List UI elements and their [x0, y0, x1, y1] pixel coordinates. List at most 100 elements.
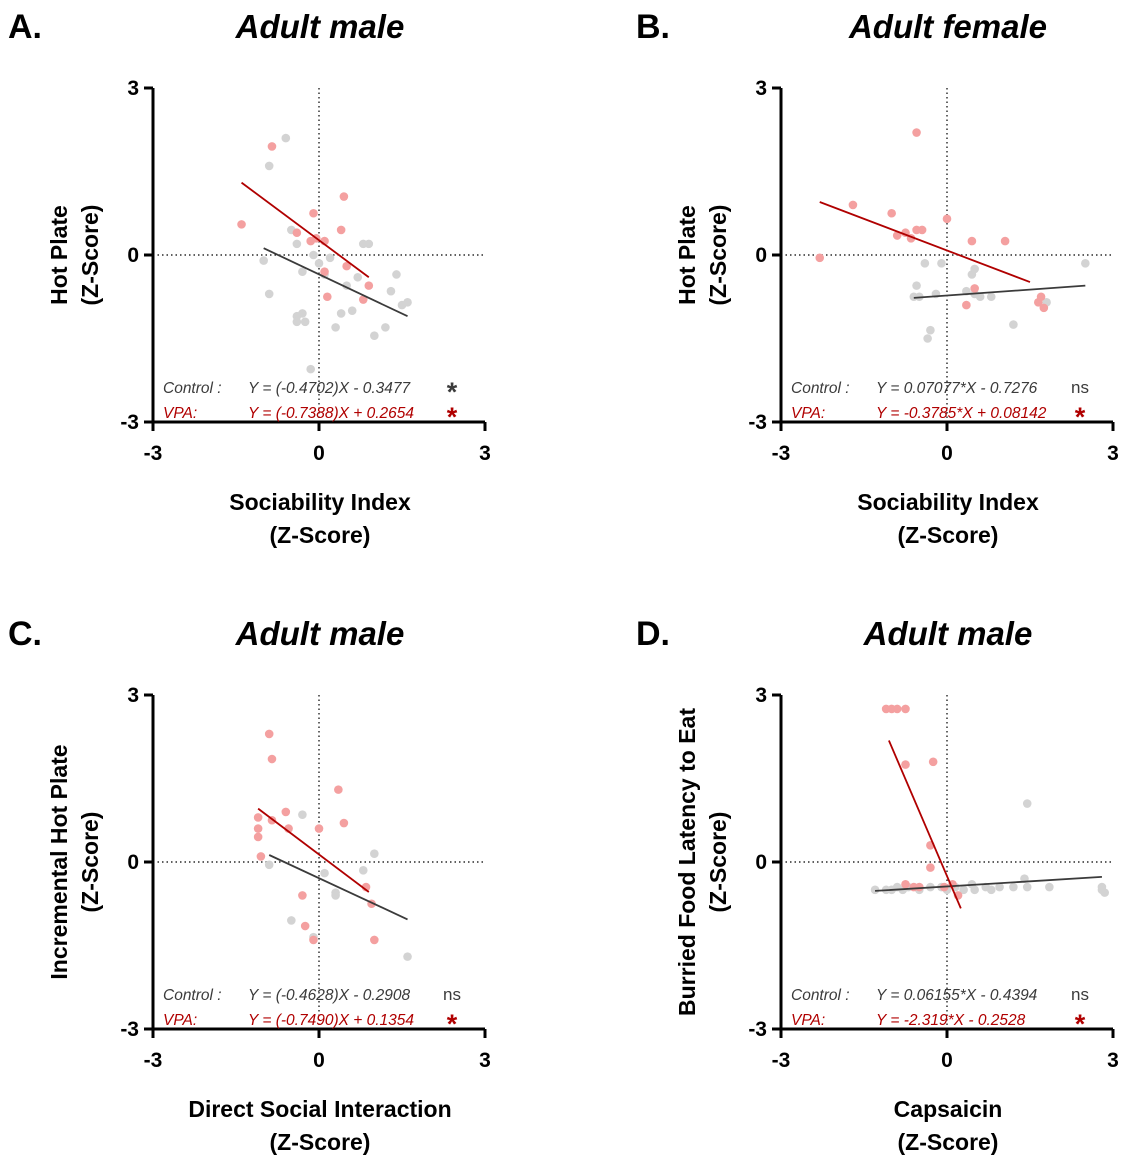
control-point [1022, 799, 1032, 808]
control-significance-marker: * [447, 377, 458, 407]
vpa-regression-line [257, 807, 370, 893]
vpa-significance-marker: * [1075, 1009, 1086, 1039]
y-tick-label: 3 [755, 77, 767, 100]
control-point [986, 292, 996, 302]
control-point [986, 885, 996, 895]
vpa-annotation-label: VPA: [791, 1012, 825, 1029]
control-point [336, 309, 346, 318]
vpa-point [892, 704, 902, 714]
control-point [1100, 888, 1109, 897]
vpa-point [917, 225, 927, 235]
vpa-point [264, 729, 274, 739]
control-point [370, 849, 379, 858]
control-point [264, 289, 274, 299]
x-axis-label: (Z-Score) [898, 522, 999, 548]
control-annotation-label: Control : [791, 380, 850, 397]
control-regression-line [268, 854, 408, 921]
vpa-point [967, 236, 977, 246]
y-axis-label: (Z-Score) [705, 205, 731, 306]
x-axis-label: (Z-Score) [270, 522, 371, 548]
vpa-point [887, 208, 896, 218]
control-point [353, 272, 363, 282]
vpa-point [267, 142, 277, 151]
control-point [309, 250, 318, 260]
vpa-point [912, 128, 921, 137]
vpa-point [253, 824, 263, 833]
control-point [298, 267, 307, 277]
control-point [959, 885, 968, 895]
vpa-point [909, 882, 919, 892]
control-annotation-equation: Y = (-0.4628)X - 0.2908 [248, 987, 411, 1004]
control-point [926, 325, 935, 335]
y-axis-label: Hot Plate [674, 205, 700, 305]
vpa-point [253, 832, 263, 842]
vpa-annotation-label: VPA: [163, 405, 197, 422]
x-tick-label: 0 [941, 442, 953, 465]
control-point [381, 323, 390, 332]
control-point [264, 161, 274, 171]
vpa-point [309, 935, 318, 945]
control-point [320, 868, 329, 878]
vpa-point [928, 757, 938, 767]
y-axis-label: (Z-Score) [77, 205, 103, 306]
vpa-point [339, 818, 349, 828]
control-point [364, 239, 374, 249]
control-regression-line [263, 247, 408, 318]
chart-title: Adult male [863, 615, 1033, 652]
control-point [358, 866, 368, 875]
control-significance-marker: ns [1071, 378, 1089, 397]
vpa-point [901, 879, 910, 889]
control-point [920, 259, 930, 268]
control-point [370, 331, 379, 341]
control-significance-marker: ns [443, 985, 461, 1004]
y-tick-label: -3 [748, 411, 767, 434]
y-tick-label: 0 [127, 244, 139, 267]
vpa-point [334, 785, 343, 794]
control-point [937, 259, 946, 268]
control-point [912, 281, 921, 290]
control-point [923, 334, 932, 343]
vpa-annotation-label: VPA: [163, 1012, 197, 1029]
control-annotation-equation: Y = (-0.4702)X - 0.3477 [248, 380, 412, 397]
y-axis-label: Burried Food Latency to Eat [674, 708, 700, 1016]
vpa-point [364, 281, 374, 290]
vpa-point [942, 214, 952, 224]
control-point [259, 256, 268, 265]
y-axis-label: (Z-Score) [705, 812, 731, 913]
control-point [287, 916, 296, 925]
x-tick-label: 0 [941, 1049, 953, 1072]
vpa-point [298, 891, 307, 900]
control-annotation-equation: Y = 0.06155*X - 0.4394 [876, 987, 1038, 1004]
vpa-annotation-equation: Y = (-0.7490)X + 0.1354 [248, 1012, 414, 1029]
vpa-point [323, 292, 332, 302]
vpa-point [1039, 303, 1049, 313]
vpa-annotation-label: VPA: [791, 405, 825, 422]
control-annotation-label: Control : [163, 987, 222, 1004]
chart-title: Adult male [235, 8, 405, 45]
control-point [1081, 259, 1090, 268]
control-point [331, 891, 340, 900]
vpa-point [342, 261, 351, 271]
x-axis-label: Sociability Index [857, 489, 1039, 515]
control-point [298, 810, 307, 819]
x-axis-label: Sociability Index [229, 489, 411, 515]
x-axis-label: (Z-Score) [270, 1129, 371, 1155]
panel-3: D. Adult male-303-3 0 3Capsaicin(Z-Score)Bu… [636, 615, 1119, 1155]
control-point [347, 306, 357, 315]
control-point [1009, 882, 1018, 892]
vpa-point [892, 231, 902, 240]
y-axis-label: Hot Plate [46, 205, 72, 305]
control-point [281, 133, 291, 143]
vpa-point [267, 754, 277, 764]
vpa-significance-marker: * [447, 1009, 458, 1039]
panel-2: C. Adult male -3 0 3 -3 0 3 Direct Social Intera… [8, 615, 491, 1155]
vpa-point [237, 220, 246, 229]
y-axis-label: Incremental Hot Plate [46, 744, 72, 979]
control-point [325, 253, 335, 263]
vpa-point [320, 267, 329, 277]
vpa-point [358, 295, 368, 304]
control-point [306, 364, 316, 374]
x-tick-label: 3 [1107, 1049, 1119, 1072]
panel-label: D. [636, 615, 670, 653]
vpa-point [314, 824, 324, 833]
